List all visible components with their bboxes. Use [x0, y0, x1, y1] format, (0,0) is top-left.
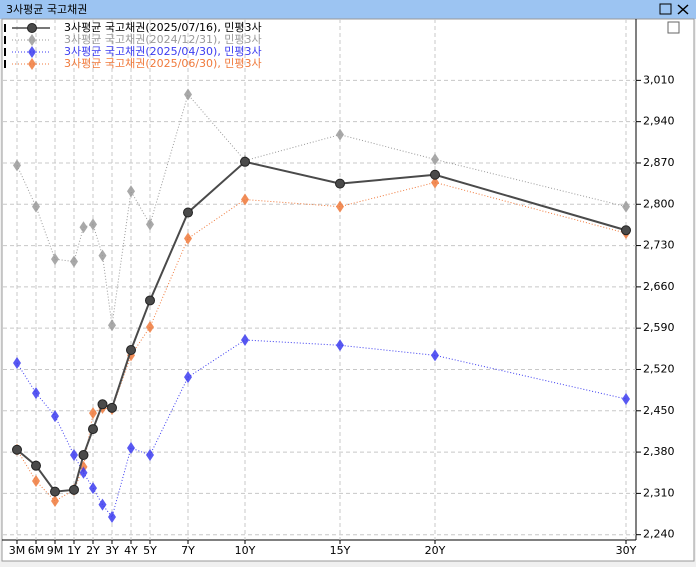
- y-tick-label: 2,590: [643, 321, 675, 334]
- point: [126, 345, 136, 356]
- chart-menu-icon[interactable]: [667, 21, 680, 34]
- legend-tick: [4, 48, 6, 56]
- point: [184, 232, 192, 245]
- point: [431, 153, 439, 166]
- point: [79, 466, 88, 479]
- point: [89, 218, 97, 231]
- point: [32, 474, 40, 487]
- y-tick-label: 2,660: [643, 280, 675, 293]
- point: [70, 255, 78, 268]
- point: [51, 410, 59, 423]
- legend-label: 3사평균 국고채권(2024/12/31), 민평3사: [64, 33, 262, 46]
- point: [108, 319, 116, 332]
- y-tick-label: 2,310: [643, 486, 675, 499]
- y-tick-label: 2,240: [643, 528, 675, 541]
- point: [622, 200, 630, 213]
- point: [621, 225, 631, 236]
- point: [107, 402, 117, 413]
- point: [51, 495, 59, 508]
- x-tick-label: 7Y: [181, 544, 195, 557]
- close-button[interactable]: [677, 4, 689, 15]
- point: [184, 88, 192, 101]
- point: [28, 46, 36, 58]
- point: [79, 221, 88, 234]
- x-tick-label: 30Y: [616, 544, 637, 557]
- point: [241, 193, 249, 206]
- point: [31, 460, 41, 471]
- window-title: 3사평균 국고채권: [6, 3, 87, 16]
- point: [27, 23, 37, 33]
- point: [98, 498, 107, 511]
- point: [127, 441, 135, 454]
- point: [12, 444, 22, 455]
- point: [69, 484, 79, 495]
- x-tick-label: 3Y: [105, 544, 119, 557]
- point: [431, 176, 439, 189]
- plot-background: [1, 18, 695, 562]
- point: [89, 482, 97, 495]
- legend-label: 3사평균 국고채권(2025/07/16), 민평3사: [64, 21, 262, 34]
- point: [336, 339, 344, 352]
- point: [70, 449, 78, 462]
- point: [336, 128, 344, 141]
- y-tick-label: 2,450: [643, 404, 675, 417]
- x-tick-label: 20Y: [425, 544, 446, 557]
- point: [32, 200, 40, 213]
- x-tick-label: 10Y: [235, 544, 256, 557]
- legend-tick: [4, 24, 6, 32]
- point: [146, 449, 154, 462]
- point: [622, 392, 630, 405]
- legend-tick: [4, 60, 6, 68]
- point: [28, 58, 36, 70]
- x-tick-label: 5Y: [143, 544, 157, 557]
- point: [183, 207, 193, 218]
- y-tick-label: 2,380: [643, 445, 675, 458]
- legend-label: 3사평균 국고채권(2025/04/30), 민평3사: [64, 45, 262, 58]
- point: [97, 399, 108, 410]
- point: [98, 249, 107, 262]
- x-tick-label: 9M: [47, 544, 64, 557]
- x-tick-label: 6M: [28, 544, 45, 557]
- maximize-button[interactable]: [659, 3, 672, 15]
- legend-label: 3사평균 국고채권(2025/06/30), 민평3사: [64, 57, 262, 70]
- point: [13, 159, 21, 172]
- point: [145, 295, 155, 306]
- point: [28, 34, 36, 46]
- point: [13, 356, 21, 369]
- x-tick-label: 3M: [9, 544, 26, 557]
- title-bar: [0, 0, 696, 19]
- x-tick-label: 15Y: [330, 544, 351, 557]
- point: [184, 371, 192, 384]
- x-tick-label: 4Y: [124, 544, 138, 557]
- point: [78, 450, 89, 461]
- point: [108, 510, 116, 523]
- point: [51, 253, 59, 266]
- point: [431, 349, 439, 362]
- y-tick-label: 3,010: [643, 73, 675, 86]
- y-tick-label: 2,940: [643, 115, 675, 128]
- point: [335, 178, 345, 189]
- legend-tick: [4, 36, 6, 44]
- point: [146, 218, 154, 231]
- point: [146, 320, 154, 333]
- point: [430, 169, 440, 180]
- y-tick-label: 2,730: [643, 239, 675, 252]
- y-tick-label: 2,520: [643, 362, 675, 375]
- x-tick-label: 2Y: [86, 544, 100, 557]
- x-tick-label: 1Y: [67, 544, 81, 557]
- y-tick-label: 2,800: [643, 197, 675, 210]
- point: [127, 185, 135, 198]
- point: [336, 200, 344, 213]
- y-tick-label: 2,870: [643, 156, 675, 169]
- point: [240, 156, 250, 167]
- point: [89, 407, 97, 420]
- point: [32, 387, 40, 400]
- point: [241, 333, 249, 346]
- point: [50, 486, 60, 497]
- point: [88, 424, 98, 435]
